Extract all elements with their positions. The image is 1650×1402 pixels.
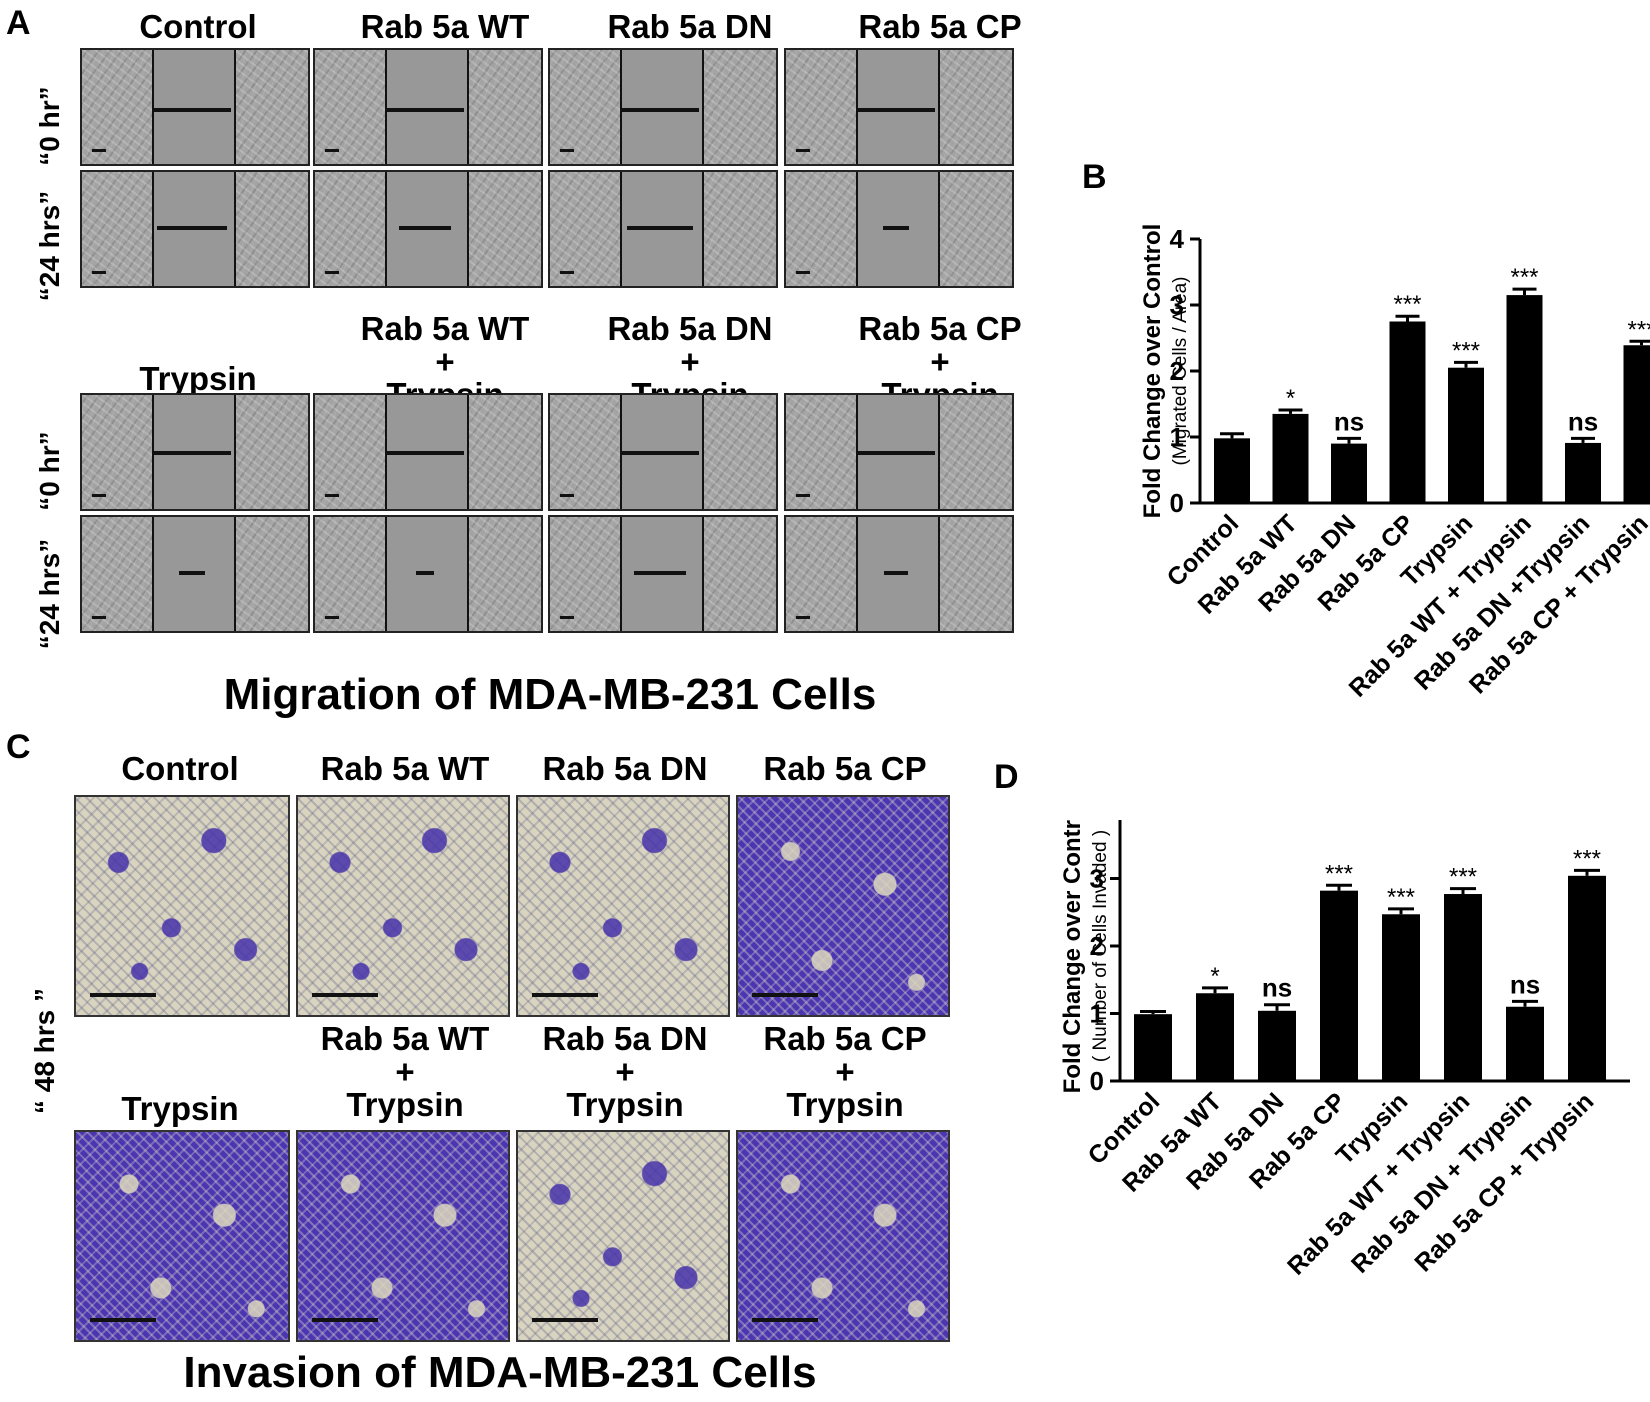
migration-micrograph [548, 170, 778, 288]
migration-condition-label: Rab 5a CP [858, 8, 1022, 45]
significance-label: *** [1510, 264, 1538, 291]
migration-condition-label: Trypsin [139, 360, 257, 397]
significance-label: *** [1627, 316, 1650, 343]
invasion-condition-label: Trypsin [121, 1090, 239, 1127]
y-tick-label: 0 [1090, 1066, 1104, 1096]
bar [1196, 993, 1234, 1081]
y-tick-label: 1 [1170, 422, 1184, 452]
y-axis-label: Fold Change over Control [1139, 224, 1166, 519]
y-tick-label: 2 [1090, 931, 1104, 961]
bar [1331, 443, 1367, 503]
bar [1134, 1014, 1172, 1081]
migration-micrograph [548, 393, 778, 511]
migration-micrograph [80, 515, 310, 633]
panel-letter-c: C [6, 728, 31, 766]
migration-micrograph [548, 515, 778, 633]
significance-label: *** [1387, 884, 1415, 911]
chart-d: 0 1 2 3 4 Fold Change over Control( Number of… [1059, 820, 1630, 1281]
significance-label: ns [1568, 406, 1598, 436]
migration-micrograph [313, 393, 543, 511]
bar [1568, 875, 1606, 1081]
invasion-title: Invasion of MDA-MB-231 Cells [183, 1348, 817, 1397]
invasion-condition-label: Rab 5a DN + Trypsin [542, 1020, 708, 1123]
bar [1506, 1006, 1544, 1081]
invasion-micrograph [516, 1130, 730, 1342]
invasion-condition-label: Rab 5a WT + Trypsin [320, 1020, 490, 1123]
invasion-micrograph [296, 1130, 510, 1342]
migration-title: Migration of MDA-MB-231 Cells [223, 670, 877, 719]
y-tick-label: 0 [1170, 488, 1184, 518]
bar [1382, 914, 1420, 1081]
migration-micrograph [548, 48, 778, 166]
panel-letter-d: D [994, 758, 1019, 796]
bar [1448, 367, 1484, 503]
significance-label: *** [1393, 291, 1421, 318]
significance-label: ns [1510, 969, 1540, 999]
significance-label: * [1210, 963, 1219, 990]
migration-condition-label: Rab 5a WT [360, 8, 530, 45]
invasion-row-label: “ 48 hrs ” [29, 987, 60, 1115]
migration-micrograph [784, 170, 1014, 288]
migration-micrograph [784, 48, 1014, 166]
bar [1444, 894, 1482, 1081]
panel-letter-b: B [1082, 158, 1107, 196]
significance-label: ns [1334, 406, 1364, 436]
migration-condition-label: Rab 5a DN [607, 8, 773, 45]
y-tick-label: 1 [1090, 999, 1104, 1029]
migration-row-label: “24 hrs” [34, 190, 65, 302]
bar [1565, 442, 1601, 503]
significance-label: *** [1573, 845, 1601, 872]
migration-row-label: “0 hr” [34, 86, 65, 166]
y-tick-label: 2 [1170, 356, 1184, 386]
significance-label: *** [1449, 864, 1477, 891]
invasion-condition-label: Rab 5a DN [542, 750, 708, 787]
significance-label: *** [1452, 337, 1480, 364]
bar [1258, 1010, 1296, 1081]
bar [1389, 321, 1426, 503]
y-axis-sublabel: (Migrated Cells / Area) [1170, 276, 1191, 465]
invasion-micrograph [736, 1130, 950, 1342]
y-tick-label: 3 [1170, 290, 1184, 320]
migration-micrograph [784, 393, 1014, 511]
invasion-micrograph [296, 795, 510, 1017]
invasion-condition-label: Control [121, 750, 239, 787]
bar [1272, 413, 1309, 503]
invasion-condition-label: Rab 5a CP [763, 750, 927, 787]
bar [1320, 890, 1358, 1081]
migration-micrograph [784, 515, 1014, 633]
panel-letter-a: A [6, 4, 31, 42]
migration-micrograph [80, 170, 310, 288]
significance-label: ns [1262, 973, 1292, 1003]
invasion-micrograph [74, 795, 290, 1017]
migration-micrograph [313, 515, 543, 633]
invasion-micrograph [736, 795, 950, 1017]
migration-row-label: “24 hrs” [34, 538, 65, 650]
invasion-condition-label: Rab 5a CP + Trypsin [763, 1020, 927, 1123]
invasion-micrograph [74, 1130, 290, 1342]
bar [1623, 345, 1650, 503]
invasion-micrograph [516, 795, 730, 1017]
y-tick-label: 4 [1170, 224, 1185, 254]
bar [1506, 295, 1543, 503]
bar [1214, 438, 1250, 503]
migration-micrograph [80, 48, 310, 166]
migration-micrograph [313, 48, 543, 166]
migration-row-label: “0 hr” [34, 431, 65, 511]
migration-micrograph [80, 393, 310, 511]
significance-label: * [1286, 385, 1295, 412]
y-axis-label: Fold Change over Control [1059, 820, 1086, 1093]
significance-label: *** [1325, 860, 1353, 887]
y-tick-label: 3 [1090, 864, 1104, 894]
invasion-condition-label: Rab 5a WT [320, 750, 490, 787]
y-axis-sublabel: ( Number of Cells Invaded ) [1090, 830, 1111, 1062]
migration-micrograph [313, 170, 543, 288]
migration-condition-label: Control [139, 8, 257, 45]
y-tick-label: 4 [1090, 820, 1105, 826]
